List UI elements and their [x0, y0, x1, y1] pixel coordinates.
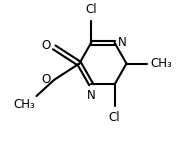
Text: N: N — [118, 36, 127, 49]
Text: O: O — [41, 73, 50, 86]
Text: Cl: Cl — [85, 3, 97, 16]
Text: CH₃: CH₃ — [13, 97, 35, 111]
Text: O: O — [41, 39, 50, 52]
Text: CH₃: CH₃ — [150, 57, 172, 70]
Text: Cl: Cl — [109, 111, 121, 124]
Text: N: N — [87, 89, 96, 102]
